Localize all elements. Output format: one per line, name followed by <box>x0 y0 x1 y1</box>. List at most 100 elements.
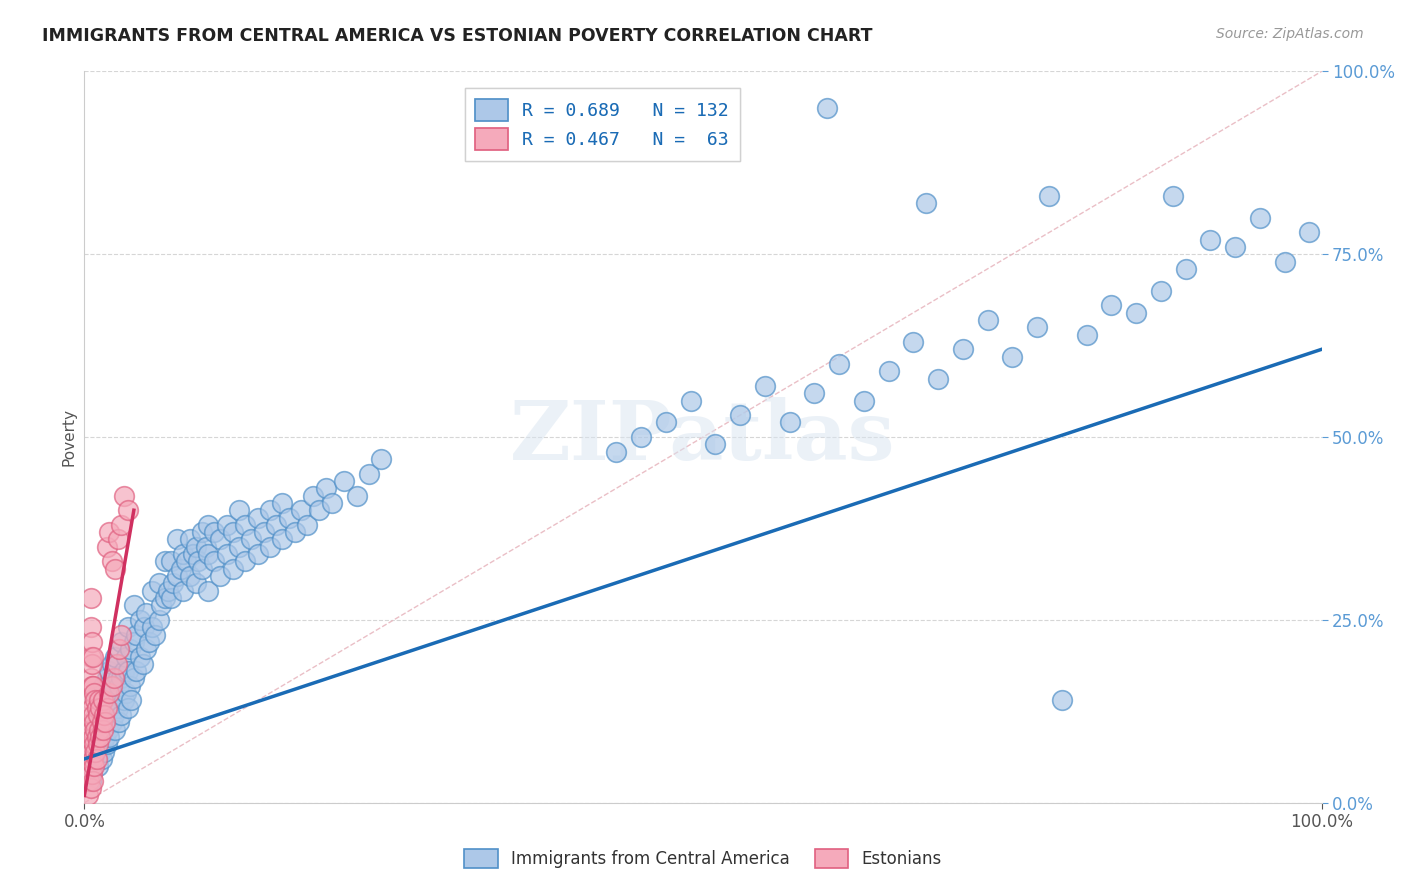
Point <box>333 474 356 488</box>
Point <box>84 693 107 707</box>
Point <box>94 700 117 714</box>
Point <box>290 503 312 517</box>
Point <box>228 503 250 517</box>
Point <box>83 737 105 751</box>
Point <box>141 620 163 634</box>
Point <box>77 789 100 803</box>
Point <box>115 686 138 700</box>
Point <box>82 649 104 664</box>
Point <box>117 664 139 678</box>
Point <box>108 642 131 657</box>
Point <box>233 554 256 568</box>
Point <box>1099 298 1122 312</box>
Point <box>93 745 115 759</box>
Point <box>84 745 107 759</box>
Point <box>107 533 129 547</box>
Point <box>105 657 128 671</box>
Point <box>79 730 101 744</box>
Point <box>253 525 276 540</box>
Point <box>120 679 142 693</box>
Point <box>132 620 155 634</box>
Point <box>112 693 135 707</box>
Point <box>1026 320 1049 334</box>
Point <box>129 649 152 664</box>
Point <box>84 723 107 737</box>
Text: Source: ZipAtlas.com: Source: ZipAtlas.com <box>1216 27 1364 41</box>
Point <box>87 737 110 751</box>
Point <box>138 635 160 649</box>
Point <box>172 583 194 598</box>
Point <box>103 672 125 686</box>
Point <box>1076 327 1098 342</box>
Point <box>129 613 152 627</box>
Point <box>79 649 101 664</box>
Point <box>1150 284 1173 298</box>
Point <box>89 693 111 707</box>
Point <box>82 759 104 773</box>
Point <box>852 393 875 408</box>
Point <box>259 503 281 517</box>
Point <box>84 723 107 737</box>
Point <box>315 481 337 495</box>
Point <box>170 562 193 576</box>
Point <box>79 773 101 788</box>
Point <box>100 657 122 671</box>
Point <box>117 503 139 517</box>
Point <box>82 708 104 723</box>
Point <box>150 599 173 613</box>
Point <box>96 708 118 723</box>
Point <box>295 517 318 532</box>
Point <box>1125 306 1147 320</box>
Point <box>160 554 183 568</box>
Point <box>197 583 219 598</box>
Legend: R = 0.689   N = 132, R = 0.467   N =  63: R = 0.689 N = 132, R = 0.467 N = 63 <box>464 87 740 161</box>
Point <box>1001 350 1024 364</box>
Point <box>202 554 225 568</box>
Point <box>174 554 197 568</box>
Point <box>209 569 232 583</box>
Point <box>93 708 115 723</box>
Point <box>79 737 101 751</box>
Text: ZIPatlas: ZIPatlas <box>510 397 896 477</box>
Point <box>179 533 201 547</box>
Point <box>181 547 204 561</box>
Point <box>125 664 148 678</box>
Point <box>110 672 132 686</box>
Point <box>1249 211 1271 225</box>
Point <box>112 489 135 503</box>
Point <box>166 569 188 583</box>
Point <box>98 730 121 744</box>
Point <box>112 664 135 678</box>
Point <box>308 503 330 517</box>
Point <box>302 489 325 503</box>
Point <box>605 444 627 458</box>
Point <box>704 437 727 451</box>
Point <box>98 525 121 540</box>
Point <box>89 715 111 730</box>
Point <box>976 313 998 327</box>
Point <box>96 540 118 554</box>
Point <box>184 540 207 554</box>
Point <box>110 635 132 649</box>
Point <box>630 430 652 444</box>
Point <box>162 576 184 591</box>
Point <box>679 393 702 408</box>
Point <box>80 700 103 714</box>
Point <box>100 554 122 568</box>
Point <box>89 723 111 737</box>
Point <box>148 576 170 591</box>
Point <box>104 649 127 664</box>
Point <box>83 686 105 700</box>
Point <box>91 737 114 751</box>
Point <box>264 517 287 532</box>
Point <box>122 672 145 686</box>
Point <box>191 525 214 540</box>
Point <box>259 540 281 554</box>
Point <box>80 745 103 759</box>
Point <box>1174 261 1197 276</box>
Point <box>90 723 112 737</box>
Point <box>82 679 104 693</box>
Point <box>79 752 101 766</box>
Point <box>240 533 263 547</box>
Legend: Immigrants from Central America, Estonians: Immigrants from Central America, Estonia… <box>458 842 948 875</box>
